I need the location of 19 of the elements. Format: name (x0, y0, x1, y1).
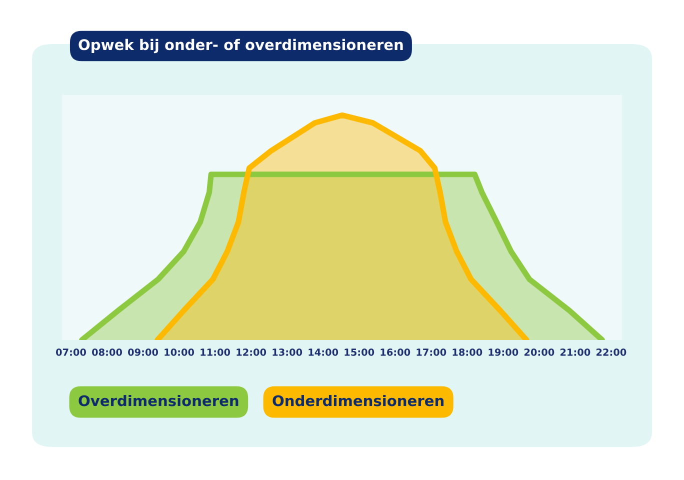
x-tick-label: 19:00 (488, 348, 518, 356)
x-tick-label: 10:00 (164, 348, 194, 356)
x-tick-label: 13:00 (272, 348, 302, 356)
x-tick-label: 21:00 (560, 348, 590, 356)
x-tick-label: 16:00 (380, 348, 410, 356)
x-tick-label: 11:00 (200, 348, 230, 356)
x-tick-label: 22:00 (596, 348, 626, 356)
text: Onderdimensioneren (272, 394, 444, 406)
x-tick-label: 15:00 (344, 348, 374, 356)
x-tick-label: 17:00 (416, 348, 446, 356)
x-tick-label: 08:00 (92, 348, 122, 356)
x-tick-label: 09:00 (128, 348, 158, 356)
chart-title: Opwek bij onder- of overdimensioneren (78, 38, 403, 54)
x-tick-label: 18:00 (452, 348, 482, 356)
text: Overdimensioneren (78, 394, 238, 406)
x-tick-label: 07:00 (56, 348, 86, 356)
x-tick-label: 20:00 (524, 348, 554, 356)
x-tick-label: 12:00 (236, 348, 266, 356)
x-tick-label: 14:00 (308, 348, 338, 356)
